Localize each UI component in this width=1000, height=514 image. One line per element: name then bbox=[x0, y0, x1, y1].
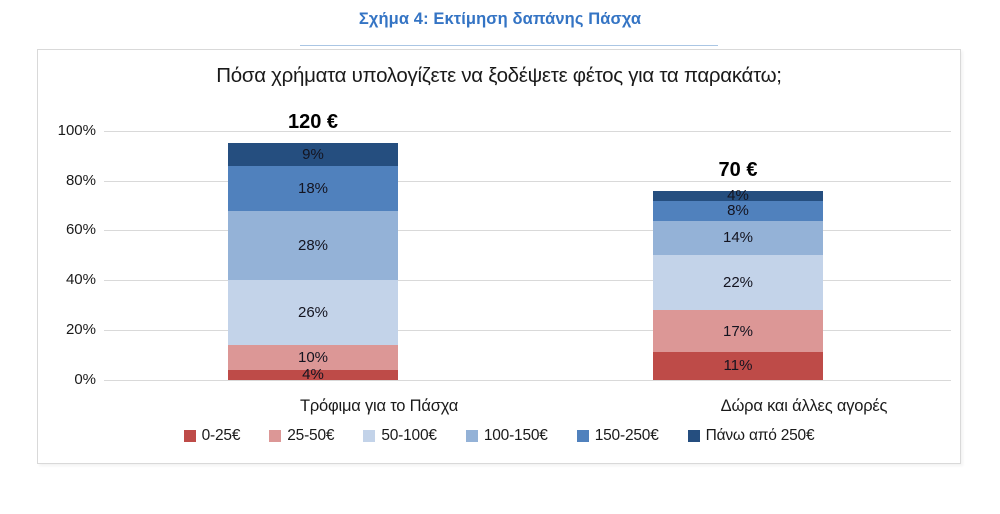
y-tick-label-40: 40% bbox=[65, 271, 96, 289]
gridline-60 bbox=[104, 230, 951, 232]
bar-segment: 26% bbox=[228, 280, 398, 345]
segment-value-label: 26% bbox=[297, 303, 329, 321]
segment-value-label: 14% bbox=[722, 229, 754, 247]
bar-segment: 8% bbox=[653, 200, 823, 221]
stacked-bar-0: 4% 10% 26% 28% 18% 9% bbox=[228, 143, 398, 384]
legend-label: 150-250€ bbox=[594, 427, 659, 444]
bar-segment: 4% bbox=[653, 187, 823, 205]
legend-label: 100-150€ bbox=[483, 427, 548, 444]
chart-title: Πόσα χρήματα υπολογίζετε να ξοδέψετε φέτ… bbox=[216, 64, 782, 87]
bar-total-label-1: 70 € bbox=[718, 158, 758, 181]
y-tick-label-100: 100% bbox=[57, 122, 96, 139]
gridline-100 bbox=[104, 131, 951, 132]
segment-value-label: 17% bbox=[722, 322, 754, 340]
figure-caption: Σχήμα 4: Εκτίμηση δαπάνης Πάσχα bbox=[358, 10, 642, 28]
legend-swatch-icon bbox=[269, 430, 282, 442]
segment-value-label: 10% bbox=[297, 348, 329, 366]
legend-item: 50-100€ bbox=[363, 427, 437, 445]
bar-segment: 10% bbox=[228, 344, 398, 370]
category-label-gifts: Δώρα και άλλες αγορές bbox=[720, 397, 888, 415]
bar-segment: 28% bbox=[228, 210, 398, 281]
bar-segment: 17% bbox=[653, 309, 823, 353]
legend-swatch-icon bbox=[183, 430, 196, 442]
bar-segment: 18% bbox=[228, 165, 398, 211]
legend-label: 25-50€ bbox=[287, 427, 335, 444]
y-axis-labels: 0% 20% 40% 60% 80% 100% bbox=[38, 122, 96, 388]
bar-segment: 11% bbox=[653, 352, 823, 380]
segment-value-label: 8% bbox=[727, 202, 749, 220]
legend-label: 50-100€ bbox=[381, 427, 437, 444]
chart-container: Πόσα χρήματα υπολογίζετε να ξοδέψετε φέτ… bbox=[37, 49, 961, 464]
legend-item: Πάνω από 250€ bbox=[687, 427, 815, 445]
legend-swatch-icon bbox=[576, 430, 589, 442]
legend-label: Πάνω από 250€ bbox=[705, 427, 815, 444]
bar-segment: 4% bbox=[228, 366, 398, 384]
gridline-20 bbox=[104, 329, 951, 331]
bar-segment: 22% bbox=[653, 255, 823, 310]
segment-value-label: 4% bbox=[727, 187, 749, 205]
segment-value-label: 18% bbox=[297, 179, 329, 197]
stacked-bar-1: 11% 17% 22% 14% 8% 4% bbox=[653, 187, 823, 380]
legend-item: 25-50€ bbox=[269, 427, 335, 445]
legend-item: 100-150€ bbox=[465, 427, 548, 445]
legend-item: 150-250€ bbox=[576, 427, 659, 445]
segment-value-label: 4% bbox=[302, 366, 324, 384]
segment-value-label: 9% bbox=[302, 146, 324, 164]
y-tick-label-60: 60% bbox=[65, 221, 96, 239]
plot-area: 4% 10% 26% 28% 18% 9% 120 €11% 17% 22% 14% 8% 4% 70 … bbox=[104, 111, 951, 384]
legend-swatch-icon bbox=[363, 430, 376, 442]
y-tick-label-80: 80% bbox=[65, 171, 96, 189]
segment-value-label: 11% bbox=[723, 357, 753, 375]
legend-swatch-icon bbox=[465, 430, 478, 442]
bar-segment: 14% bbox=[653, 220, 823, 256]
legend-item: 0-25€ bbox=[183, 427, 241, 445]
chart-legend: 0-25€ 25-50€ 50-100€ 100-150€ 150-250€ Πάνω α… bbox=[38, 427, 960, 445]
segment-value-label: 28% bbox=[297, 236, 329, 254]
y-tick-label-0: 0% bbox=[74, 370, 96, 388]
figure-caption-underline bbox=[300, 45, 718, 46]
legend-swatch-icon bbox=[687, 430, 700, 442]
bar-segment: 9% bbox=[228, 143, 398, 166]
bar-total-label-0: 120 € bbox=[287, 111, 339, 134]
segment-value-label: 22% bbox=[722, 274, 754, 292]
gridline-0 bbox=[104, 379, 951, 381]
legend-label: 0-25€ bbox=[201, 427, 241, 444]
y-tick-label-20: 20% bbox=[65, 320, 96, 338]
category-label-food: Τρόφιμα για το Πάσχα bbox=[299, 397, 459, 415]
gridline-40 bbox=[104, 280, 951, 282]
gridline-80 bbox=[104, 180, 951, 182]
